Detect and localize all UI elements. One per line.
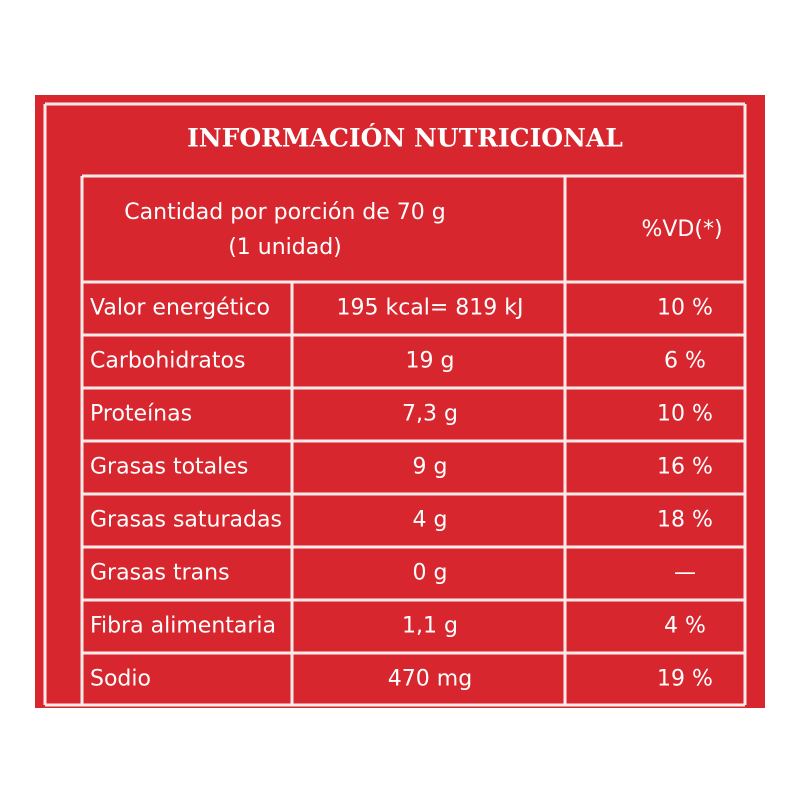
column-header: Cantidad por porción de 70 g (124, 200, 445, 225)
amount: 7,3 g (402, 402, 458, 427)
nutrient-name: Proteínas (90, 402, 192, 427)
nutrient-name: Grasas saturadas (90, 508, 282, 533)
nutrient-name: Fibra alimentaria (90, 614, 276, 639)
nutrient-name: Valor energético (90, 296, 270, 321)
daily-value: 16 % (657, 455, 713, 480)
nutrient-name: Carbohidratos (90, 349, 245, 374)
amount: 0 g (413, 561, 448, 586)
amount: 19 g (406, 349, 455, 374)
rows: Valor energético 195 kcal= 819 kJ 10 % Carb… (82, 280, 745, 706)
daily-value: 10 % (657, 296, 713, 321)
daily-value: 4 % (664, 614, 706, 639)
amount: 4 g (413, 508, 448, 533)
amount: 9 g (413, 455, 448, 480)
nutrient-name: Grasas totales (90, 455, 248, 480)
column-header: %VD(*) (641, 217, 722, 242)
title: INFORMACIÓN NUTRICIONAL (187, 124, 623, 153)
daily-value: 10 % (657, 402, 713, 427)
label-background (35, 95, 765, 708)
daily-value: 18 % (657, 508, 713, 533)
nutrient-name: Grasas trans (90, 561, 230, 586)
amount: 1,1 g (402, 614, 458, 639)
amount: 195 kcal= 819 kJ (336, 296, 523, 321)
daily-value: 19 % (657, 667, 713, 692)
daily-value: — (674, 561, 696, 586)
column-header: (1 unidad) (228, 235, 342, 260)
daily-value: 6 % (664, 349, 706, 374)
amount: 470 mg (388, 667, 472, 692)
nutrient-name: Sodio (90, 667, 151, 692)
